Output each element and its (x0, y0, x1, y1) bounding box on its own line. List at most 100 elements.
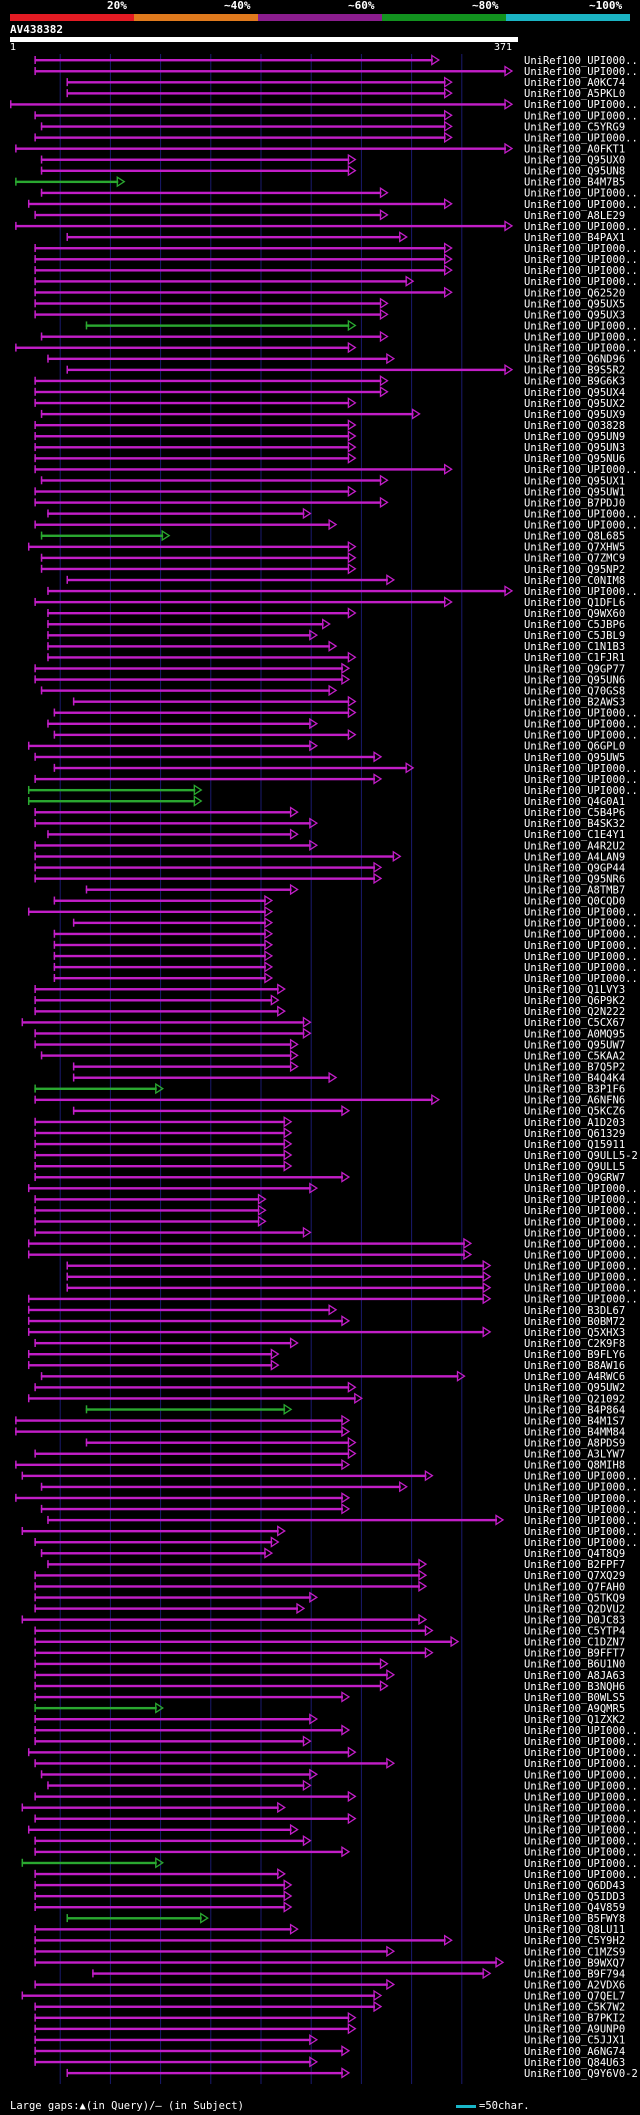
hit-row[interactable]: UniRef100_Q5TKQ9 (34, 1591, 625, 1604)
hit-row[interactable]: UniRef100_UPI000... (34, 1812, 640, 1826)
hit-row[interactable]: UniRef100_Q95UN6 (34, 673, 625, 686)
hit-row[interactable]: UniRef100_B9G6K3 (34, 375, 625, 388)
hit-row[interactable]: UniRef100_Q8L685 (40, 529, 625, 543)
hit-row[interactable]: UniRef100_C1N1B3 (47, 640, 625, 653)
hit-row[interactable]: UniRef100_Q95UW7 (34, 1038, 625, 1051)
hit-row[interactable]: UniRef100_UPI000... (85, 319, 640, 332)
hit-row[interactable]: UniRef100_B3P1F6 (34, 1082, 625, 1096)
hit-row[interactable]: UniRef100_UPI000... (40, 187, 640, 200)
hit-row[interactable]: UniRef100_UPI000... (34, 65, 640, 78)
hit-row[interactable]: UniRef100_Q1ZXK2 (34, 1713, 625, 1726)
hit-row[interactable]: UniRef100_C5KAA2 (40, 1049, 625, 1062)
hit-row[interactable]: UniRef100_Q95NU6 (34, 452, 625, 465)
hit-row[interactable]: UniRef100_UPI000... (21, 1525, 640, 1538)
hit-row[interactable]: UniRef100_UPI000... (27, 1182, 640, 1195)
hit-row[interactable]: UniRef100_UPI000... (15, 341, 640, 355)
hit-row[interactable]: UniRef100_UPI000... (34, 1790, 640, 1803)
hit-row[interactable]: UniRef100_UPI000... (27, 784, 640, 797)
hit-row[interactable]: UniRef100_B8AW16 (27, 1359, 625, 1372)
hit-row[interactable]: UniRef100_B9F794 (92, 1967, 625, 1980)
hit-row[interactable]: UniRef100_B9S5R2 (66, 363, 625, 377)
hit-row[interactable]: UniRef100_A9QMR5 (34, 1702, 625, 1715)
hit-row[interactable]: UniRef100_B7Q5P2 (72, 1060, 625, 1073)
hit-row[interactable]: UniRef100_UPI000... (10, 98, 640, 111)
hit-row[interactable]: UniRef100_Q7ZMC9 (40, 552, 625, 565)
hit-row[interactable]: UniRef100_UPI000... (47, 507, 640, 520)
hit-row[interactable]: UniRef100_B5FWY8 (66, 1912, 625, 1925)
hit-row[interactable]: UniRef100_UPI000... (34, 264, 640, 277)
hit-row[interactable]: UniRef100_B4P864 (85, 1403, 625, 1416)
hit-row[interactable]: UniRef100_UPI000... (15, 1492, 640, 1505)
hit-row[interactable]: UniRef100_UPI000... (40, 1768, 640, 1781)
hit-row[interactable]: UniRef100_Q6GPL0 (27, 740, 625, 753)
hit-row[interactable]: UniRef100_Q95UN3 (34, 441, 625, 454)
hit-row[interactable]: UniRef100_Q2N222 (34, 1005, 625, 1018)
hit-row[interactable]: UniRef100_UPI000... (34, 242, 640, 255)
hit-row[interactable]: UniRef100_UPI000... (53, 706, 640, 720)
hit-row[interactable]: UniRef100_UPI000... (27, 1746, 640, 1759)
hit-row[interactable]: UniRef100_B4M1S7 (15, 1414, 625, 1427)
hit-row[interactable]: UniRef100_A0MQ95 (34, 1027, 625, 1040)
hit-row[interactable]: UniRef100_UPI000... (15, 220, 640, 233)
hit-row[interactable]: UniRef100_B3DL67 (27, 1304, 625, 1317)
hit-row[interactable]: UniRef100_C5CX67 (21, 1016, 626, 1029)
hit-row[interactable]: UniRef100_A4R2U2 (34, 839, 625, 852)
hit-row[interactable]: UniRef100_UPI000... (34, 1193, 640, 1206)
hit-row[interactable]: UniRef100_Q95UX1 (40, 474, 625, 487)
hit-row[interactable]: UniRef100_UPI000... (53, 762, 640, 775)
hit-row[interactable]: UniRef100_UPI000... (27, 1248, 640, 1261)
hit-row[interactable]: UniRef100_UPI000... (34, 1834, 640, 1848)
hit-row[interactable]: UniRef100_UPI000... (53, 928, 640, 941)
hit-row[interactable]: UniRef100_Q6DD43 (34, 1879, 625, 1892)
hit-row[interactable]: UniRef100_B2AWS3 (72, 695, 625, 708)
hit-row[interactable]: UniRef100_UPI000... (47, 585, 640, 598)
hit-row[interactable]: UniRef100_B0BM72 (27, 1315, 625, 1328)
hit-row[interactable]: UniRef100_UPI000... (66, 1270, 640, 1284)
hit-row[interactable]: UniRef100_B6U1N0 (34, 1658, 625, 1671)
hit-row[interactable]: UniRef100_Q95NP2 (40, 563, 625, 576)
hit-row[interactable]: UniRef100_Q95UX3 (34, 308, 625, 321)
hit-row[interactable]: UniRef100_C0NIM8 (66, 574, 625, 587)
hit-row[interactable]: UniRef100_A0FKT1 (15, 142, 625, 155)
hit-row[interactable]: UniRef100_B3NQH6 (34, 1680, 625, 1693)
hit-row[interactable]: UniRef100_UPI000... (47, 1779, 640, 1792)
hit-row[interactable]: UniRef100_A1D203 (34, 1116, 625, 1129)
hit-row[interactable]: UniRef100_Q5KCZ6 (72, 1105, 625, 1118)
hit-row[interactable]: UniRef100_UPI000... (34, 253, 640, 266)
hit-row[interactable]: UniRef100_UPI000... (27, 905, 640, 919)
hit-row[interactable]: UniRef100_C1E4Y1 (47, 828, 625, 841)
hit-row[interactable]: UniRef100_UPI000... (34, 1868, 640, 1881)
hit-row[interactable]: UniRef100_UPI000... (53, 728, 640, 742)
hit-row[interactable]: UniRef100_UPI000... (34, 131, 640, 144)
hit-row[interactable]: UniRef100_A4LAN9 (34, 850, 625, 863)
hit-row[interactable]: UniRef100_A3LYW7 (34, 1447, 625, 1461)
hit-row[interactable]: UniRef100_UPI000... (34, 1215, 640, 1228)
hit-row[interactable]: UniRef100_UPI000... (34, 1846, 640, 1859)
hit-row[interactable]: UniRef100_Q5IDD3 (34, 1890, 625, 1903)
hit-row[interactable]: UniRef100_Q0CQD0 (53, 894, 626, 908)
hit-row[interactable]: UniRef100_Q84U63 (34, 2056, 625, 2069)
hit-row[interactable]: UniRef100_Q1LVY3 (34, 983, 625, 996)
hit-row[interactable]: UniRef100_Q6ND96 (47, 352, 625, 366)
hit-row[interactable]: UniRef100_Q1DFL6 (34, 596, 625, 609)
hit-row[interactable]: UniRef100_C1FJR1 (47, 651, 625, 664)
hit-row[interactable]: UniRef100_UPI000... (53, 950, 640, 963)
hit-row[interactable]: UniRef100_UPI000... (34, 1724, 640, 1737)
hit-row[interactable]: UniRef100_Q8MIH8 (15, 1458, 625, 1472)
hit-row[interactable]: UniRef100_UPI000... (47, 717, 640, 731)
hit-row[interactable]: UniRef100_B7PKI2 (34, 2011, 625, 2025)
hit-row[interactable]: UniRef100_UPI000... (34, 518, 640, 532)
hit-row[interactable]: UniRef100_Q7FAH0 (34, 1580, 625, 1593)
hit-row[interactable]: UniRef100_UPI000... (34, 1204, 640, 1217)
hit-row[interactable]: UniRef100_B4SK32 (34, 817, 625, 830)
hit-row[interactable]: UniRef100_Q7QEL7 (21, 1989, 626, 2003)
hit-row[interactable]: UniRef100_Q95UX4 (34, 386, 625, 399)
hit-row[interactable]: UniRef100_B4Q4K4 (72, 1071, 625, 1085)
hit-row[interactable]: UniRef100_Q9ULL5-2 (34, 1149, 638, 1162)
hit-row[interactable]: UniRef100_UPI000... (40, 1503, 640, 1516)
hit-row[interactable]: UniRef100_C5JBP6 (47, 618, 625, 631)
hit-row[interactable]: UniRef100_A2VDX6 (34, 1978, 625, 1991)
hit-row[interactable]: UniRef100_Q03828 (34, 419, 625, 432)
hit-row[interactable]: UniRef100_B2FPF7 (47, 1558, 625, 1571)
hit-row[interactable]: UniRef100_UPI000... (34, 463, 640, 476)
